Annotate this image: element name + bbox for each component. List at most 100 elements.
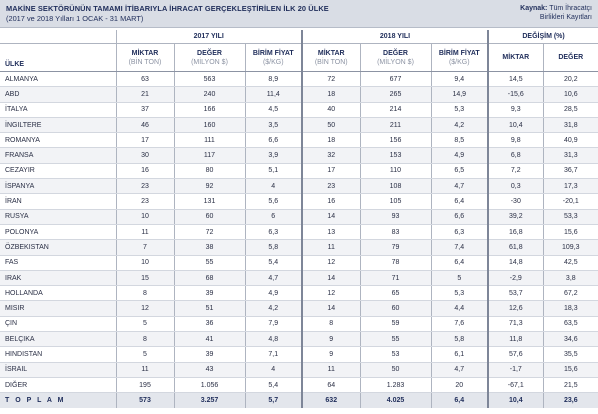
cell-change-value: 15,6 — [542, 224, 598, 241]
table-row: Fransa 30 117 3,9 32 153 4,9 6,8 31,3 — [0, 147, 598, 164]
table-row: Özbekistan 7 38 5,8 11 79 7,4 61,8 109,3 — [0, 239, 598, 256]
cell-price-2018: 14,9 — [430, 86, 489, 103]
cell-price-2017: 8,9 — [244, 71, 302, 88]
cell-value-2018: 214 — [359, 102, 431, 118]
col-2018-value: DEĞER (MİLYON $) — [359, 43, 431, 72]
cell-change-value: 3,8 — [542, 270, 598, 287]
cell-price-2017: 7,1 — [244, 346, 302, 363]
cell-qty-2017: 5 — [115, 346, 174, 363]
cell-value-2018: 108 — [359, 178, 431, 195]
cell-change-value: 15,6 — [542, 362, 598, 378]
cell-qty-2018: 18 — [301, 86, 360, 103]
col-2018-qty: MİKTAR (BİN TON) — [301, 43, 360, 72]
cell-country: Özbekistan — [0, 239, 116, 256]
cell-qty-2017: 23 — [115, 178, 174, 195]
cell-value-2017: 240 — [173, 86, 245, 103]
cell-qty-2018: 12 — [301, 255, 360, 271]
cell-price-2018: 5,8 — [430, 331, 489, 348]
cell-value-2017: 60 — [173, 209, 245, 225]
cell-price-2017: 6,3 — [244, 224, 302, 241]
table-row: Rusya 10 60 6 14 93 6,6 39,2 53,3 — [0, 209, 598, 225]
cell-change-value: 20,2 — [542, 71, 598, 88]
cell-value-2018: 153 — [359, 147, 431, 164]
cell-qty-2017: 16 — [115, 163, 174, 180]
cell-qty-2018: 9 — [301, 331, 360, 348]
cell-qty-2017: 10 — [115, 209, 174, 225]
cell-change-qty: 11,8 — [487, 331, 544, 348]
cell-change-value: 35,5 — [542, 346, 598, 363]
cell-country: İngiltere — [0, 117, 116, 134]
cell-price-2017: 5,6 — [244, 193, 302, 210]
cell-qty-2018: 13 — [301, 224, 360, 241]
cell-qty-2018: 17 — [301, 163, 360, 180]
group-2017: 2017 YILI — [115, 30, 302, 44]
cell-qty-2017: 7 — [115, 239, 174, 256]
cell-change-value: -20,1 — [542, 193, 598, 210]
col-2018-price-unit: ($/KG) — [448, 58, 470, 66]
cell-value-2018: 83 — [359, 224, 431, 241]
cell-price-2017: 5,7 — [244, 392, 302, 409]
cell-qty-2017: 23 — [115, 193, 174, 210]
cell-price-2017: 4,9 — [244, 285, 302, 302]
cell-value-2017: 131 — [173, 193, 245, 210]
cell-price-2018: 4,9 — [430, 147, 489, 164]
cell-country: Fas — [0, 255, 116, 271]
cell-country: Hollanda — [0, 285, 116, 302]
cell-price-2018: 5,3 — [430, 102, 489, 118]
cell-change-qty: 16,8 — [487, 224, 544, 241]
cell-qty-2017: 12 — [115, 300, 174, 317]
cell-price-2018: 4,7 — [430, 178, 489, 195]
cell-change-qty: 71,3 — [487, 316, 544, 333]
cell-qty-2017: 10 — [115, 255, 174, 271]
col-2017-value-label: DEĞER — [197, 49, 222, 57]
cell-price-2017: 6 — [244, 209, 302, 225]
col-change-qty: MİKTAR — [487, 43, 544, 72]
cell-change-value: 31,3 — [542, 147, 598, 164]
cell-qty-2017: 8 — [115, 331, 174, 348]
cell-price-2017: 4,2 — [244, 300, 302, 317]
col-2018-qty-unit: (BİN TON) — [314, 58, 348, 66]
cell-country: Almanya — [0, 71, 116, 88]
col-2017-price-unit: ($/KG) — [262, 58, 284, 66]
cell-price-2018: 7,6 — [430, 316, 489, 333]
table-body: Almanya 63 563 8,9 72 677 9,4 14,5 20,2 ABD 21 240 1… — [0, 71, 598, 409]
cell-value-2018: 60 — [359, 300, 431, 317]
cell-country: Rusya — [0, 209, 116, 225]
cell-price-2018: 6,3 — [430, 224, 489, 241]
total-row: T O P L A M 573 3.257 5,7 632 4.025 6,4 10,4 23,… — [0, 392, 598, 409]
cell-qty-2018: 16 — [301, 193, 360, 210]
export-data-table: 2017 YILI 2018 YILI DEĞİŞİM (%) ÜLKE MİK… — [0, 30, 598, 409]
cell-country: İtalya — [0, 102, 116, 118]
cell-change-qty: 7,2 — [487, 163, 544, 180]
cell-price-2017: 3,9 — [244, 147, 302, 164]
cell-value-2017: 160 — [173, 117, 245, 134]
cell-country: Hindistan — [0, 346, 116, 363]
cell-qty-2018: 11 — [301, 239, 360, 256]
cell-qty-2017: 5 — [115, 316, 174, 333]
table-row: Belçika 8 41 4,8 9 55 5,8 11,8 34,6 — [0, 331, 598, 348]
cell-price-2018: 8,5 — [430, 132, 489, 149]
cell-change-qty: 14,8 — [487, 255, 544, 271]
cell-change-value: 31,8 — [542, 117, 598, 134]
cell-change-value: 109,3 — [542, 239, 598, 256]
cell-qty-2018: 9 — [301, 346, 360, 363]
col-2017-value: DEĞER (MİLYON $) — [173, 43, 245, 72]
cell-price-2017: 3,5 — [244, 117, 302, 134]
cell-value-2017: 1.056 — [173, 377, 245, 394]
cell-value-2017: 68 — [173, 270, 245, 287]
table-row: İsrail 11 43 4 11 50 4,7 -1,7 15,6 — [0, 362, 598, 378]
cell-value-2018: 4.025 — [359, 392, 431, 409]
table-row: Çin 5 36 7,9 8 59 7,6 71,3 63,5 — [0, 316, 598, 333]
source-line2: Birlikleri Kayıtları — [539, 14, 592, 21]
cell-country: T O P L A M — [0, 392, 116, 409]
col-2017-price: BİRİM FİYAT ($/KG) — [244, 43, 302, 72]
cell-price-2018: 6,4 — [430, 392, 489, 409]
cell-change-qty: 10,4 — [487, 117, 544, 134]
cell-value-2018: 1.283 — [359, 377, 431, 394]
cell-value-2018: 50 — [359, 362, 431, 378]
table-subtitle: (2017 ve 2018 Yılları 1 OCAK - 31 MART) — [6, 14, 144, 23]
cell-price-2017: 5,4 — [244, 255, 302, 271]
cell-change-value: 23,6 — [542, 392, 598, 409]
cell-value-2018: 211 — [359, 117, 431, 134]
cell-change-qty: 0,3 — [487, 178, 544, 195]
